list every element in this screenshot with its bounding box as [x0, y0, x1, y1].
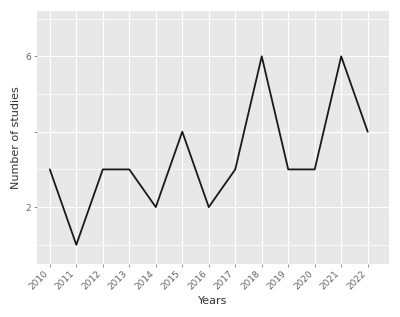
- X-axis label: Years: Years: [198, 296, 228, 306]
- Y-axis label: Number of studies: Number of studies: [11, 86, 21, 189]
